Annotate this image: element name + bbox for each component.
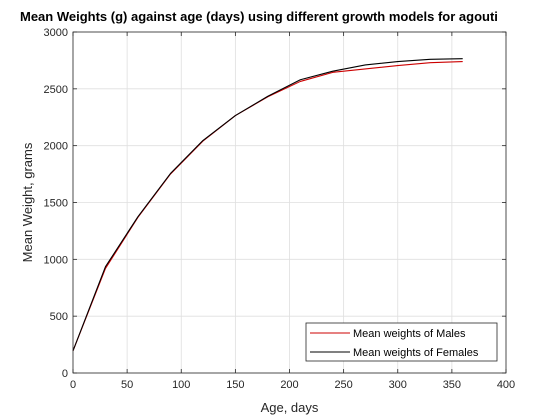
legend-box [305,322,498,362]
x-tick-label: 50 [121,379,133,391]
x-axis-label: Age, days [261,400,319,415]
legend: Mean weights of Males Mean weights of Fe… [305,322,498,362]
x-tick-label: 150 [226,379,244,391]
y-tick-label: 0 [62,368,68,380]
y-tick-label: 1500 [44,198,68,210]
x-tick-label: 250 [334,379,352,391]
y-tick-label: 2500 [44,84,68,96]
x-tick-label: 400 [497,379,515,391]
y-tick-label: 1000 [44,254,68,266]
y-axis-label: Mean Weight, grams [20,142,35,262]
y-tick-label: 500 [50,311,68,323]
plot-area: 0 50 100 150 200 250 300 350 400 0 500 1000 1500 2000… [44,27,516,391]
x-tick-label: 0 [70,379,76,391]
axis-ticks: 0 50 100 150 200 250 300 350 400 0 500 1000 1500 2000… [44,27,516,391]
x-tick-label: 100 [172,379,190,391]
x-tick-label: 200 [280,379,298,391]
x-tick-label: 300 [389,379,407,391]
y-tick-label: 2000 [44,141,68,153]
legend-label-males: Mean weights of Males [353,328,466,340]
y-tick-label: 3000 [44,27,68,39]
chart-title: Mean Weights (g) against age (days) usin… [20,9,498,24]
series-line-1 [72,58,463,352]
legend-label-females: Mean weights of Females [353,347,479,359]
series-lines [72,58,463,352]
x-tick-label: 350 [443,379,461,391]
